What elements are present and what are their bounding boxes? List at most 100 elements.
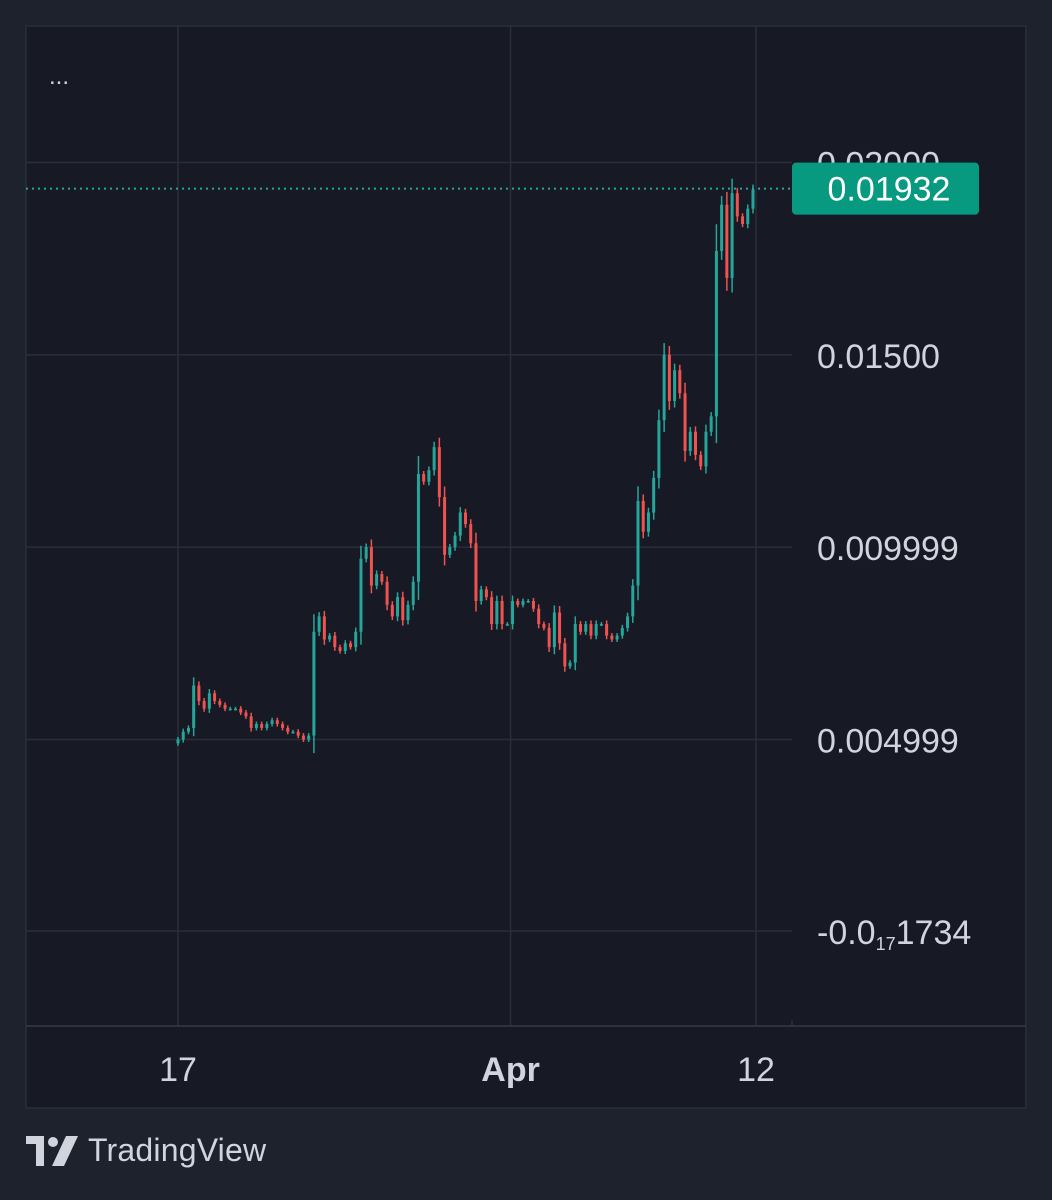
candle — [317, 612, 321, 636]
candle — [699, 451, 703, 471]
candle — [657, 409, 661, 489]
candle — [270, 717, 274, 727]
y-tick-label: 0.009999 — [817, 530, 959, 568]
candle — [207, 689, 211, 713]
candle — [437, 437, 441, 507]
candle — [688, 426, 692, 456]
candle — [620, 624, 624, 639]
candle — [218, 698, 222, 708]
candle — [296, 729, 300, 739]
x-tick-label: 17 — [159, 1051, 197, 1089]
candle — [667, 345, 671, 410]
candle — [547, 623, 551, 652]
candle — [558, 605, 562, 650]
candle — [662, 343, 666, 432]
candle — [615, 633, 619, 642]
candle — [223, 702, 227, 712]
candle — [254, 721, 258, 731]
x-tick-label: Apr — [481, 1051, 540, 1089]
candle — [312, 614, 316, 754]
candle — [537, 604, 541, 629]
candle — [683, 382, 687, 462]
candle — [725, 191, 729, 291]
candle — [484, 586, 488, 601]
candle — [396, 592, 400, 622]
candle — [322, 610, 326, 645]
candle — [354, 627, 358, 652]
candle — [401, 591, 405, 626]
candle — [704, 424, 708, 474]
candle — [338, 644, 342, 654]
candle — [385, 576, 389, 611]
candle — [605, 620, 609, 640]
candle — [720, 195, 724, 260]
y-tick-label: -0.0171734 — [817, 914, 971, 954]
candle — [281, 721, 285, 731]
candle — [579, 620, 582, 635]
candle — [349, 640, 352, 650]
candle — [730, 178, 734, 293]
candle — [359, 545, 363, 645]
candle — [202, 697, 206, 712]
candle — [469, 519, 473, 549]
candle — [411, 576, 415, 611]
candle — [490, 591, 494, 631]
candle — [589, 620, 593, 640]
candle — [741, 213, 745, 228]
candle — [260, 721, 264, 731]
candle — [364, 543, 368, 563]
candle — [458, 507, 462, 541]
more-options-icon[interactable]: ... — [49, 63, 69, 90]
candle — [375, 570, 379, 590]
candle — [301, 733, 305, 742]
candle — [343, 640, 347, 655]
candle — [176, 736, 180, 746]
candle — [265, 721, 269, 731]
x-axis-labels: 17 Apr 12 — [159, 1051, 775, 1089]
y-tick-label: 0.01500 — [817, 338, 940, 376]
candle — [244, 710, 248, 719]
candle — [422, 470, 426, 485]
candle — [406, 600, 410, 625]
candle — [328, 633, 332, 642]
candle — [636, 486, 640, 601]
candle — [479, 585, 483, 605]
candle — [275, 717, 279, 727]
candle — [181, 728, 185, 743]
candle — [531, 597, 535, 612]
candle — [239, 706, 243, 716]
candle — [380, 570, 384, 585]
candle — [192, 677, 196, 737]
candle — [307, 733, 311, 742]
candle — [448, 544, 452, 558]
candle — [511, 595, 515, 630]
candle — [610, 633, 614, 642]
candle — [678, 364, 682, 399]
candle — [432, 441, 436, 476]
candle — [505, 622, 509, 626]
candle — [709, 412, 713, 436]
candle — [390, 601, 394, 621]
candle — [646, 507, 650, 537]
tradingview-brand[interactable]: TradingView — [26, 1132, 266, 1169]
candle — [291, 729, 295, 734]
last-price-label: 0.01932 — [828, 171, 951, 209]
candle — [599, 622, 603, 626]
candle — [186, 725, 190, 735]
candle — [234, 706, 237, 711]
candle — [626, 612, 630, 632]
candle — [474, 532, 478, 612]
candle — [526, 599, 530, 603]
candle — [594, 620, 598, 640]
candle — [416, 455, 420, 600]
candle — [286, 725, 290, 735]
y-tick-label: 0.004999 — [817, 723, 959, 761]
candle — [673, 363, 677, 408]
last-price-badge-bg — [792, 162, 979, 215]
candle — [584, 620, 588, 635]
candle — [746, 204, 750, 229]
candle — [563, 637, 567, 672]
x-tick-label: 12 — [737, 1051, 775, 1089]
candle — [735, 187, 739, 222]
